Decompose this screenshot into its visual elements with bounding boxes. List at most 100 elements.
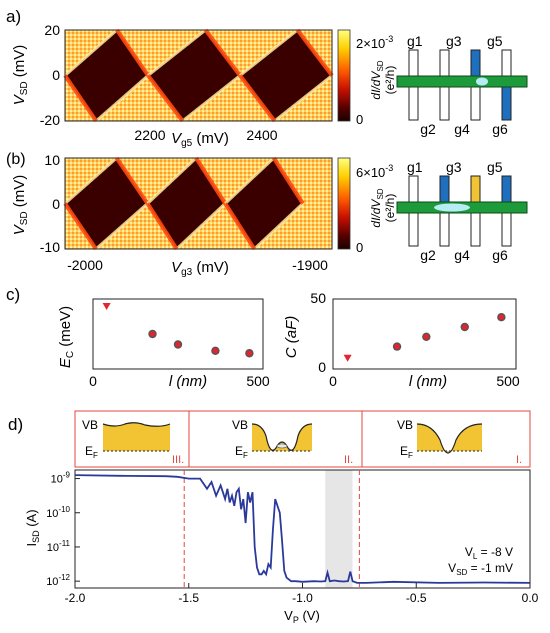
- panel-b-label: (b): [6, 151, 26, 168]
- heatmap-a-diamond: [148, 30, 241, 121]
- band-ii-edge: [251, 423, 313, 451]
- heatmap-a-diamond-edge: [295, 28, 334, 77]
- colorbar-a-unit: (e²/h): [383, 66, 397, 95]
- gate-a-bottom-finger: [470, 81, 481, 121]
- colorbar-a-top: 2×10-3: [356, 34, 393, 51]
- heatmap-b-diamond-edge: [114, 156, 150, 205]
- colorbar-b-bottom: 0: [356, 240, 363, 255]
- panel-b: (b) VSD (mV) 10 0 -10 -2000 -1900 Vg3 (m…: [6, 151, 528, 278]
- gate-a-bottom-finger: [408, 81, 419, 121]
- plot-d-xtick-label: -0.5: [406, 591, 427, 605]
- band-i-vb: VB: [397, 418, 413, 432]
- heatmap-a-diamond-edge: [63, 74, 98, 123]
- plot-d-xlabel: VP (V): [284, 608, 320, 625]
- plot-c-right-point: [423, 334, 430, 340]
- heatmap-a-diamond-edge: [95, 74, 150, 123]
- annotation-vsd: VSD = -1 mV: [448, 561, 513, 577]
- colorbar-a-label: dI/dVSD: [369, 60, 385, 99]
- band-i-edge: [416, 423, 483, 454]
- plot-c-left-xtick-0: 0: [89, 373, 97, 389]
- colorbar-b: [337, 157, 351, 250]
- plot-c-right-ylabel: C (aF): [283, 316, 300, 359]
- plot-c-right-xtick-0: 0: [329, 373, 337, 389]
- colorbar-b-top: 6×10-3: [356, 163, 393, 180]
- band-i-ef: EF: [400, 444, 413, 460]
- gate-b-label-g6: g6: [492, 247, 508, 263]
- gate-b-bottom-finger: [439, 207, 450, 247]
- heatmap-a-diamond-edge: [203, 28, 242, 77]
- heatmap-a-diamond-edge: [238, 74, 277, 123]
- panel-c: c) EC (meV) 0 500 l (nm) C (aF) 50 0 0 5…: [6, 285, 520, 390]
- plot-c-left-ylabel: EC (meV): [57, 306, 76, 368]
- plot-d-ytick-label: 10-11: [47, 539, 71, 554]
- annotation-vl: VL = -8 V: [465, 545, 513, 561]
- region-label-i: I.: [516, 454, 522, 466]
- gate-a-label-g1: g1: [407, 33, 423, 49]
- gate-schematic-a: g1 g3 g5 g2 g4 g6: [396, 33, 528, 137]
- heatmap-a: [63, 28, 334, 123]
- heatmap-b-diamond-edge: [145, 202, 179, 251]
- gate-a-label-g3: g3: [446, 33, 462, 49]
- heatmap-b-diamond-edge: [223, 202, 257, 251]
- heatmap-b-frame: [64, 157, 333, 250]
- panel-a: a) VSD (mV) 20 0 -20 2200 2400 Vg5 (mV) …: [6, 7, 528, 149]
- panel-a-xtick-0: 2200: [134, 127, 165, 143]
- heatmap-b-diamond: [65, 158, 148, 249]
- band-iii-ef: EF: [85, 444, 98, 460]
- panel-a-ytick-top: 20: [44, 22, 60, 38]
- region-label-ii: II.: [344, 454, 353, 466]
- plot-d-trace: [74, 474, 531, 584]
- gate-b-dot: [434, 203, 470, 212]
- plot-c-right-point: [498, 314, 505, 321]
- plot-d: 10-9 10-10 10-11 10-12 -2.0 -1.5 -1.0 -0.5 0.0: [46, 469, 539, 605]
- panel-a-y-ticks: 20 0 -20: [40, 22, 60, 128]
- panel-a-ytick-mid: 0: [52, 67, 60, 83]
- plot-d-xtick-label: -2.0: [65, 591, 86, 605]
- plot-c-right-frame: [332, 298, 517, 370]
- gate-b-label-g5: g5: [487, 159, 503, 175]
- panel-b-ylabel: VSD (mV): [11, 175, 30, 236]
- panel-a-ylabel: VSD (mV): [11, 45, 30, 106]
- panel-c-label: c): [6, 285, 20, 304]
- plot-c-left-point: [212, 348, 219, 354]
- plot-c-right-xtick-1: 500: [496, 373, 520, 389]
- heatmap-b-diamond: [147, 158, 226, 249]
- plot-d-xtick-label: -1.0: [292, 591, 313, 605]
- gate-a-label-g5: g5: [487, 33, 503, 49]
- plot-c-right-ytick-top: 50: [310, 290, 326, 306]
- gate-schematic-b: g1 g3 g5 g2 g4 g6: [396, 159, 528, 263]
- band-ii-vb: VB: [232, 418, 248, 432]
- plot-c-right-points: [343, 313, 506, 362]
- plot-d-ytick-label: 10-10: [46, 505, 70, 520]
- plot-c-right-point: [394, 343, 400, 350]
- plot-c-right-ytick-bot: 0: [318, 359, 326, 375]
- gate-a-bottom-finger: [439, 81, 450, 121]
- gate-b-label-g2: g2: [420, 247, 436, 263]
- colorbar-b-label: dI/dVSD: [369, 188, 385, 227]
- plot-d-ylabel: ISD (A): [24, 509, 41, 546]
- gate-a-dot: [476, 77, 488, 86]
- band-iii-vb: VB: [82, 418, 98, 432]
- heatmap-b-diamond-edge: [146, 156, 198, 205]
- heatmap-a-diamond-edge: [115, 28, 150, 77]
- heatmap-a-diamond-edge: [146, 74, 185, 123]
- plot-c-left-frame: [92, 298, 264, 370]
- band-iii-edge: [102, 422, 171, 427]
- band-ii-fill: [252, 424, 312, 451]
- plot-d-xtick-label: 0.0: [522, 591, 539, 605]
- plot-c-right-xlabel: l (nm): [409, 373, 447, 390]
- band-iii-fill: [103, 422, 170, 451]
- heatmap-a-diamond: [65, 30, 149, 121]
- heatmap-a-diamond: [240, 30, 332, 121]
- plot-c-right-triangle-point: [343, 354, 352, 362]
- gate-a-label-g4: g4: [454, 121, 470, 137]
- panel-b-ytick-top: 10: [44, 152, 60, 168]
- gate-b-bottom-finger: [408, 207, 419, 247]
- plot-c-left-xlabel: l (nm): [169, 373, 207, 390]
- plot-d-shaded-band: [325, 470, 353, 588]
- band-i-fill: [417, 424, 482, 453]
- heatmap-b-diamond-edge: [253, 202, 304, 251]
- plot-c-left-xtick-1: 500: [246, 373, 270, 389]
- heatmap-b-diamond-edge: [224, 156, 275, 205]
- gate-b-bottom-finger: [470, 207, 481, 247]
